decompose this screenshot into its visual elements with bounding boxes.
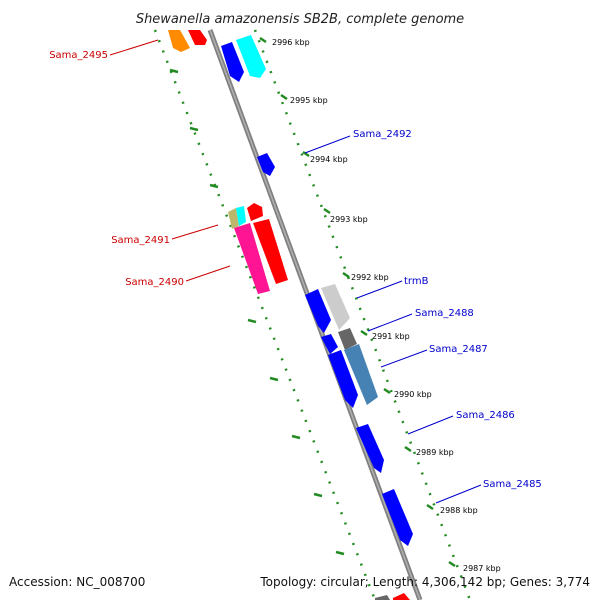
reverse-strand-genes	[168, 30, 410, 600]
gene-sama-2486[interactable]	[356, 424, 384, 473]
kbp-label: 2988 kbp	[440, 506, 478, 515]
gene-label-sama-2492[interactable]: Sama_2492	[353, 129, 412, 140]
kbp-label: 2994 kbp	[310, 155, 348, 164]
gene-olive[interactable]	[228, 208, 239, 229]
gene-sama-2495[interactable]	[188, 30, 207, 45]
kbp-label: 2989 kbp	[416, 448, 454, 457]
gene-label-sama-2485[interactable]: Sama_2485	[483, 479, 542, 490]
kbp-label: 2995 kbp	[290, 96, 328, 105]
gene-sama-2490[interactable]	[253, 219, 288, 284]
gene-trmb[interactable]	[305, 289, 331, 333]
gene-orange[interactable]	[168, 30, 190, 52]
gene-blue-long[interactable]	[328, 350, 358, 408]
kbp-label: 2992 kbp	[351, 273, 389, 282]
kbp-label: 2996 kbp	[272, 38, 310, 47]
gene-blue-top[interactable]	[221, 42, 244, 82]
gene-sama-2492[interactable]	[257, 153, 275, 176]
gene-blue-small[interactable]	[321, 334, 338, 354]
gene-red-small[interactable]	[247, 203, 263, 221]
gene-sama-2487[interactable]	[344, 344, 378, 405]
kbp-label: 2990 kbp	[394, 390, 432, 399]
kbp-labels: 2996 kbp 2995 kbp 2994 kbp 2993 kbp 2992…	[272, 38, 501, 573]
gene-bottom-red[interactable]	[393, 593, 410, 600]
kbp-label: 2993 kbp	[330, 215, 368, 224]
gene-label-trmb[interactable]: trmB	[404, 276, 429, 287]
forward-strand-genes	[221, 35, 413, 546]
gene-label-sama-2491[interactable]: Sama_2491	[111, 235, 170, 246]
map-title: Shewanella amazonensis SB2B, complete ge…	[136, 12, 464, 27]
kbp-label: 2991 kbp	[372, 332, 410, 341]
gene-label-sama-2495[interactable]: Sama_2495	[49, 50, 108, 61]
gene-label-sama-2490[interactable]: Sama_2490	[125, 277, 184, 288]
gene-sama-2485[interactable]	[382, 489, 413, 546]
reverse-gene-labels: Sama_2495 Sama_2491 Sama_2490	[49, 39, 231, 288]
inner-dotted-track	[253, 29, 472, 600]
gene-dark-gray[interactable]	[338, 328, 357, 350]
accession-text: Accession: NC_008700	[9, 575, 145, 589]
forward-gene-labels: Sama_2492 trmB Sama_2488 Sama_2487 Sama_…	[304, 129, 542, 504]
gene-sama-2491[interactable]	[234, 223, 270, 294]
gene-label-sama-2488[interactable]: Sama_2488	[415, 308, 474, 319]
major-ticks	[169, 36, 456, 568]
kbp-label: 2987 kbp	[463, 564, 501, 573]
gene-label-sama-2487[interactable]: Sama_2487	[429, 344, 488, 355]
gene-cyan-top[interactable]	[236, 35, 266, 78]
gene-bottom-gray[interactable]	[375, 595, 390, 600]
gene-label-sama-2486[interactable]: Sama_2486	[456, 410, 515, 421]
gene-cyan-small[interactable]	[236, 206, 246, 226]
genome-summary-text: Topology: circular; Length: 4,306,142 bp…	[259, 575, 590, 589]
gene-sama-2488[interactable]	[321, 284, 350, 330]
